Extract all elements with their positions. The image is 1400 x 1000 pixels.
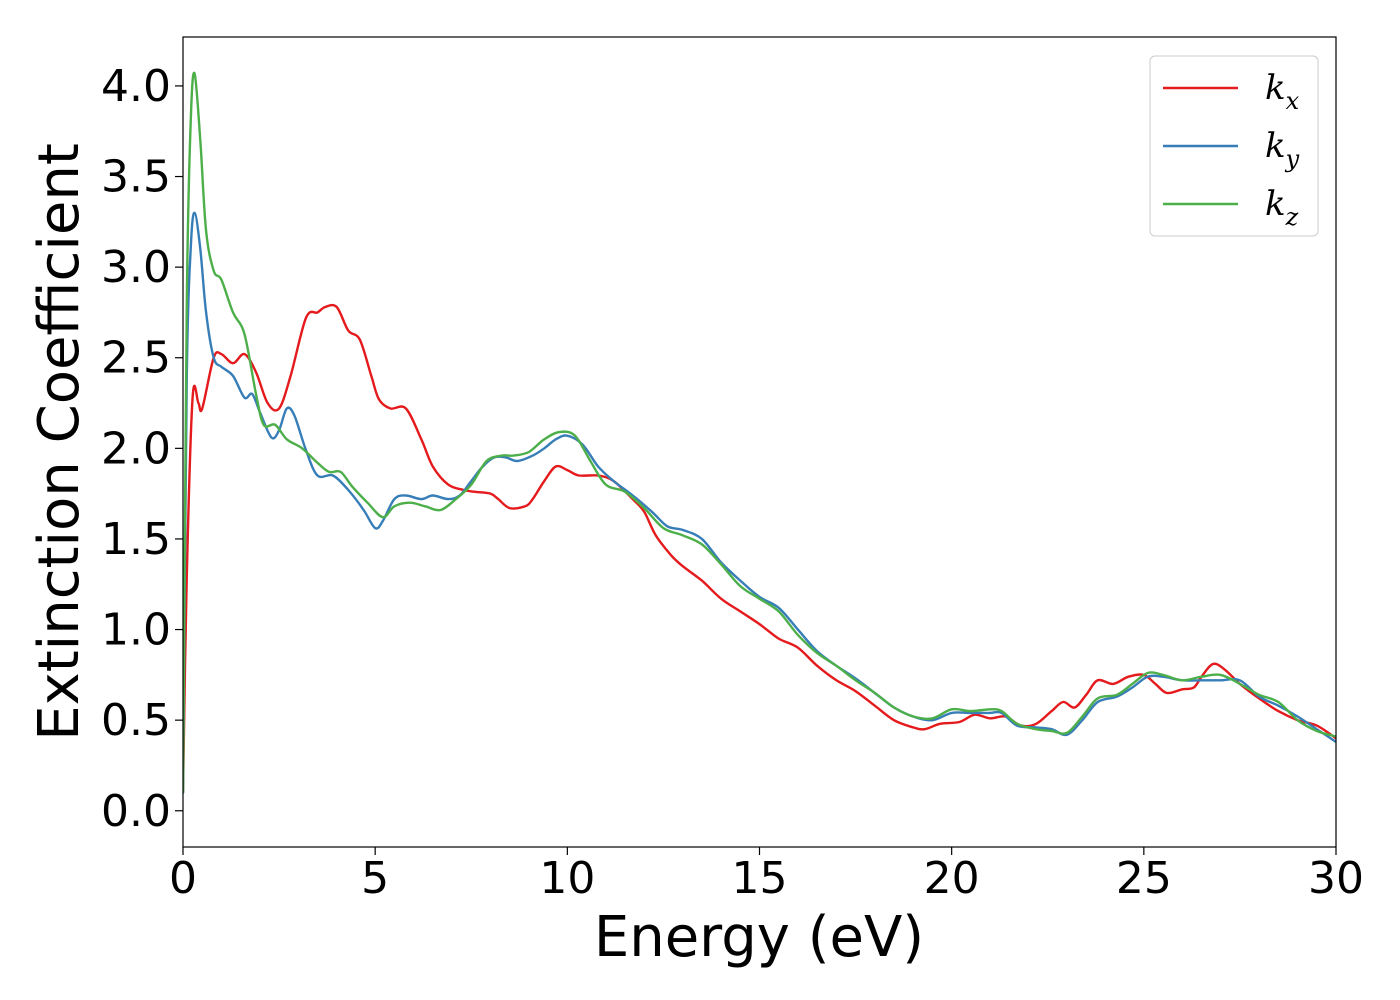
y-tick-label: 1.5 [101, 514, 171, 565]
y-tick-label: 2.0 [101, 423, 171, 474]
y-tick-label: 3.0 [101, 242, 171, 293]
y-tick-label: 2.5 [101, 333, 171, 384]
y-tick-label: 0.0 [101, 786, 171, 837]
x-tick-label: 30 [1308, 853, 1364, 904]
x-axis-title: Energy (eV) [594, 905, 924, 970]
y-tick-label: 3.5 [101, 152, 171, 203]
y-tick-label: 4.0 [101, 61, 171, 112]
y-axis-ticks: 0.0 0.5 1.0 1.5 2.0 2.5 3.0 3.5 4.0 [101, 61, 183, 837]
x-tick-label: 10 [539, 853, 595, 904]
series-layer [183, 71, 1336, 794]
y-tick-label: 0.5 [101, 695, 171, 746]
x-tick-label: 0 [169, 853, 197, 904]
x-axis-ticks: 0 5 10 15 20 25 30 [169, 847, 1364, 904]
series-line-k-y [183, 211, 1336, 794]
x-tick-label: 15 [732, 853, 788, 904]
x-tick-label: 5 [361, 853, 389, 904]
series-line-k-x [183, 303, 1336, 794]
y-axis-title: Extinction Coefficient [27, 143, 92, 741]
x-tick-label: 20 [924, 853, 980, 904]
x-tick-label: 25 [1116, 853, 1172, 904]
series-line-k-z [183, 71, 1336, 794]
y-tick-label: 1.0 [101, 605, 171, 656]
